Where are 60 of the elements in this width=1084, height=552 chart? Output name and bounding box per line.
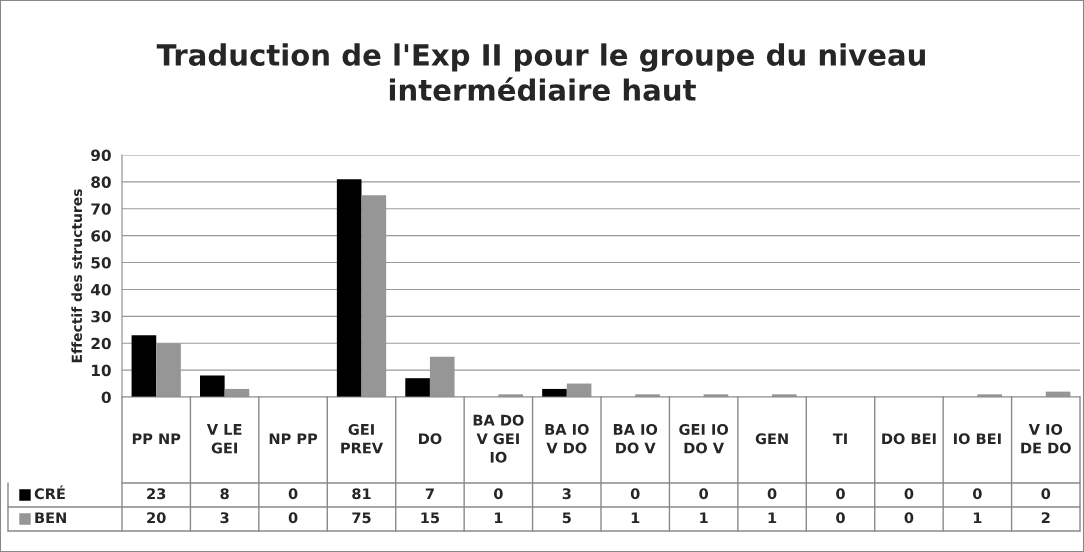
data-label: 1 [494, 512, 503, 524]
data-label: 1 [700, 512, 708, 524]
x-tick-label: GEN [755, 433, 788, 445]
x-tick-label: BA IO V DO [545, 423, 589, 454]
y-tick-label: 60 [91, 230, 111, 242]
data-label: 3 [220, 512, 229, 524]
data-label: 0 [288, 512, 298, 524]
x-tick-label: PP NP [132, 433, 181, 445]
data-label: 0 [904, 488, 914, 500]
y-tick-label: 70 [91, 203, 111, 215]
y-tick-label: 40 [91, 283, 111, 296]
y-tick-label: 50 [91, 257, 111, 269]
data-label: 0 [972, 488, 982, 500]
y-tick-label: 0 [101, 391, 111, 404]
data-label: 20 [147, 512, 166, 524]
x-tick-label: V IO DE DO [1021, 423, 1071, 454]
data-label: 0 [1041, 488, 1051, 500]
data-label: 8 [220, 488, 229, 500]
y-axis-title: Effectif des structures [71, 189, 83, 363]
x-tick-label: BA IO DO V [613, 423, 658, 454]
data-label: 5 [562, 512, 571, 524]
data-label: 1 [631, 512, 640, 524]
data-label: 0 [699, 488, 709, 500]
bar [200, 375, 225, 397]
data-label: 23 [147, 488, 166, 500]
x-tick-label: GEI PREV [341, 423, 384, 454]
data-label: 1 [768, 512, 777, 524]
legend-label: BEN [35, 512, 66, 524]
bar [131, 335, 157, 397]
x-tick-label: NP PP [269, 433, 318, 445]
x-tick-label: DO BEI [882, 433, 936, 445]
y-tick-label: 80 [91, 176, 111, 188]
x-tick-label: TI [832, 433, 847, 445]
data-label: 0 [767, 488, 777, 500]
y-tick-label: 30 [91, 310, 111, 323]
data-label: 0 [904, 512, 914, 524]
x-tick-label: BA DO V GEI IO [473, 414, 524, 463]
y-tick-label: 20 [91, 337, 111, 350]
data-label: 0 [288, 488, 298, 500]
data-label: 1 [973, 512, 982, 524]
y-tick-label: 10 [92, 364, 111, 377]
bar [405, 378, 430, 397]
data-label: 0 [836, 488, 845, 500]
x-tick-label: GEI IO DO V [679, 423, 729, 454]
data-label: 15 [421, 512, 440, 524]
data-label: 0 [836, 512, 845, 524]
x-tick-label: IO BEI [954, 433, 1001, 445]
bar [336, 179, 362, 397]
data-label: 0 [493, 488, 503, 500]
data-label: 81 [352, 488, 371, 500]
data-label: 7 [425, 488, 434, 500]
x-tick-label: DO [419, 433, 442, 445]
data-label: 0 [630, 488, 640, 500]
y-tick-label: 90 [91, 149, 111, 162]
x-tick-label: V LE GEI [206, 424, 242, 454]
data-label: 2 [1041, 512, 1050, 524]
chart-title: Traduction de l'Exp II pour le groupe du niveau intermédiaire haut [156, 43, 925, 102]
legend-label: CRÉ [34, 485, 65, 500]
data-label: 75 [352, 512, 371, 524]
data-label: 3 [562, 488, 571, 500]
